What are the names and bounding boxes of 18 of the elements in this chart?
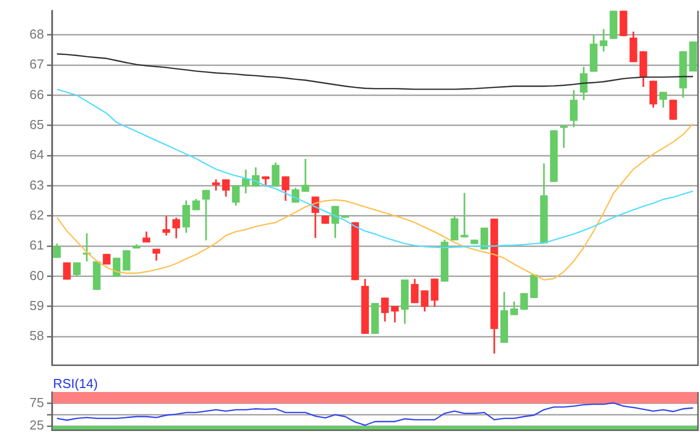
candlestick — [202, 190, 210, 240]
y-tick-label: 60 — [30, 268, 44, 283]
y-tick-label: 68 — [30, 26, 44, 42]
y-tick-label: 63 — [30, 177, 44, 192]
candlestick — [460, 192, 468, 238]
y-tick-label: 75 — [30, 394, 44, 410]
y-tick-label: 67 — [30, 56, 44, 72]
y-tick-label: 61 — [30, 238, 44, 253]
chart-title: RSI(14) — [53, 376, 98, 391]
y-tick-label: 58 — [30, 328, 44, 344]
candlestick — [302, 158, 310, 192]
y-tick-label: 64 — [30, 147, 44, 162]
y-tick-label: 59 — [30, 298, 44, 313]
y-tick-label: 66 — [30, 86, 44, 102]
y-tick-label: 25 — [30, 418, 44, 433]
candlestick — [212, 179, 220, 191]
y-tick-label: 65 — [30, 116, 44, 132]
y-tick-label: 62 — [30, 207, 44, 222]
